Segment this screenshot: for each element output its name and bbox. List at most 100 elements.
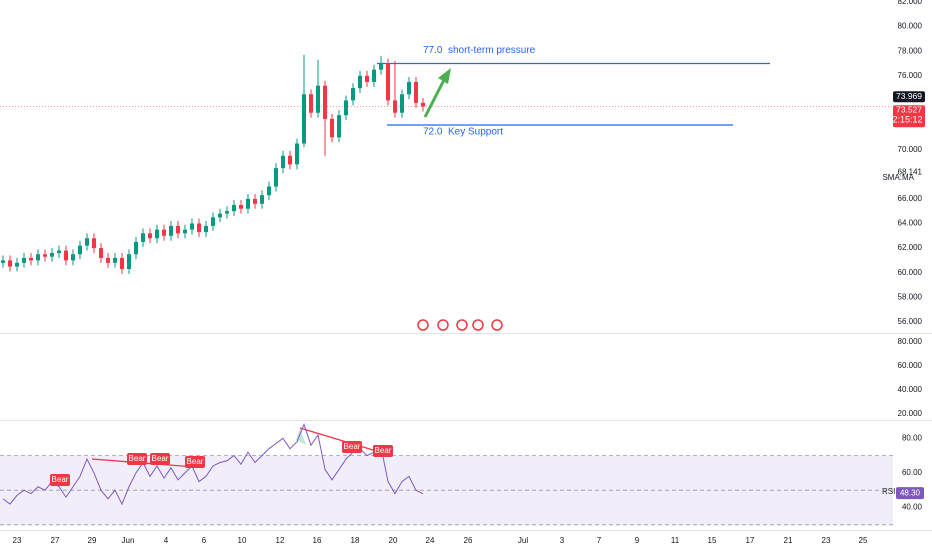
candle-body: [106, 257, 110, 263]
candle-body: [15, 262, 19, 267]
candle-body: [330, 118, 334, 138]
bear-label-bg: [127, 453, 147, 465]
candle-body: [246, 198, 250, 209]
y-tick-label: 80.000: [898, 337, 923, 346]
candle-body: [176, 225, 180, 234]
x-tick-label: 4: [164, 536, 169, 545]
bear-label-bg: [185, 456, 205, 468]
sma-label: SMA:MA: [882, 173, 914, 182]
candle-body: [22, 257, 26, 263]
rsi-label: RSI: [882, 487, 895, 496]
candle-body: [400, 94, 404, 113]
bear-label-bg: [342, 441, 362, 453]
candle-body: [8, 260, 12, 267]
x-tick-label: 25: [859, 536, 868, 545]
bear-label: Bear: [187, 457, 204, 466]
y-tick-label: 60.000: [898, 361, 923, 370]
x-tick-label: 29: [88, 536, 97, 545]
candle-body: [218, 213, 222, 218]
divergence-fill: [296, 428, 306, 445]
y-tick-label: 76.000: [898, 71, 923, 80]
y-tick-label: 40.00: [902, 503, 923, 512]
level-label: 72.0: [423, 127, 443, 138]
y-tick-label: 82.000: [898, 0, 923, 6]
x-tick-label: 9: [635, 536, 640, 545]
candle-body: [225, 211, 229, 214]
candle-body: [99, 248, 103, 258]
prev-price-label: 73.969: [896, 91, 922, 101]
bear-label-bg: [50, 474, 70, 486]
x-tick-label: 21: [784, 536, 793, 545]
candle-body: [232, 205, 236, 212]
bear-label: Bear: [129, 454, 146, 463]
prev-price-label-bg: [893, 91, 925, 103]
candle-body: [316, 85, 320, 113]
x-tick-label: 17: [746, 536, 755, 545]
candle-body: [267, 186, 271, 196]
x-tick-label: 11: [671, 536, 680, 545]
candle-body: [295, 143, 299, 165]
candle-body: [407, 81, 411, 95]
candle-body: [358, 75, 362, 89]
y-tick-label: 66.000: [898, 194, 923, 203]
candle-body: [274, 168, 278, 187]
arrow: [423, 68, 451, 118]
last-price-label: 73.527: [896, 104, 922, 114]
candle-body: [78, 245, 82, 255]
event-icons: [417, 319, 503, 331]
x-tick-label: 26: [464, 536, 473, 545]
candle-body: [183, 229, 187, 234]
candle-body: [365, 75, 369, 82]
candle-body: [50, 253, 54, 257]
x-tick-label: 24: [426, 536, 435, 545]
candle-body: [281, 155, 285, 169]
level-text: Key Support: [448, 127, 503, 138]
bear-label-bg: [150, 453, 170, 465]
x-tick-label: 20: [389, 536, 398, 545]
candle-body: [36, 254, 40, 261]
level-label: 77.0: [423, 45, 443, 56]
candle-body: [29, 257, 33, 261]
candle-body: [127, 254, 131, 270]
bear-label: Bear: [152, 454, 169, 463]
x-tick-label: 12: [276, 536, 285, 545]
x-tick-label: 16: [313, 536, 322, 545]
y-tick-label: 60.00: [902, 468, 923, 477]
bear-label: Bear: [52, 475, 69, 484]
x-tick-label: Jul: [518, 536, 528, 545]
candle-body: [386, 63, 390, 101]
bear-label: Bear: [344, 442, 361, 451]
candle-body: [197, 223, 201, 233]
candle-body: [1, 260, 5, 263]
candle-body: [337, 115, 341, 138]
x-tick-label: 10: [238, 536, 247, 545]
rsi-value: 48.30: [900, 488, 921, 497]
candle-body: [85, 238, 89, 246]
candle-body: [309, 94, 313, 113]
y-tick-label: 60.000: [898, 268, 923, 277]
candle-body: [64, 250, 68, 261]
candle-body: [239, 205, 243, 209]
candle-body: [393, 100, 397, 113]
candle-body: [71, 254, 75, 261]
x-tick-label: 27: [51, 536, 60, 545]
y-tick-label: 40.000: [898, 385, 923, 394]
y-tick-label: 56.000: [898, 317, 923, 326]
candle-body: [379, 63, 383, 70]
candle-body: [169, 225, 173, 236]
y-tick-label: 20.000: [898, 409, 923, 418]
candle-body: [148, 233, 152, 239]
y-tick-label: 64.000: [898, 219, 923, 228]
y-tick-label: 70.000: [898, 145, 923, 154]
y-tick-label: 80.00: [902, 433, 923, 442]
x-tick-label: 7: [597, 536, 602, 545]
y-tick-label: 78.000: [898, 46, 923, 55]
rsi-value-bg: [896, 487, 924, 500]
last-price-bg: [893, 105, 925, 128]
y-tick-label: 62.000: [898, 243, 923, 252]
x-tick-label: 18: [351, 536, 360, 545]
candle-body: [120, 257, 124, 270]
candle-body: [162, 229, 166, 236]
candle-body: [351, 88, 355, 101]
